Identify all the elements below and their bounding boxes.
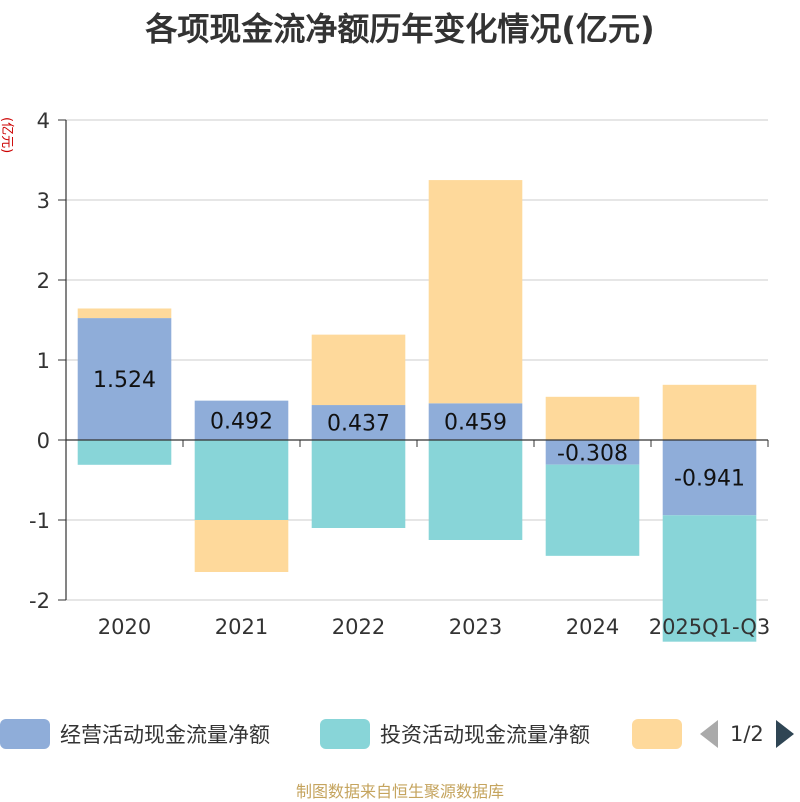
chart-title: 各项现金流净额历年变化情况(亿元)	[145, 10, 655, 48]
data-label: -0.941	[674, 467, 745, 492]
bar-segment	[311, 440, 406, 528]
bar-segment	[545, 440, 640, 465]
legend: 经营活动现金流量净额 投资活动现金流量净额 1/2	[0, 716, 800, 752]
bar-segment	[311, 334, 406, 406]
axes: -2 -1 0 1 2 3 4 (亿元) 2020 2021 2022 2023 2024 2025Q1-…	[0, 109, 770, 639]
data-label: 1.524	[93, 368, 156, 393]
bar-segment	[77, 318, 172, 440]
x-tick-label: 2022	[332, 615, 385, 639]
legend-swatch-third-series	[632, 719, 682, 749]
data-label: 0.492	[210, 409, 273, 434]
y-tick-label: 1	[37, 349, 50, 373]
bar-segment	[77, 308, 172, 319]
bar-segment	[194, 400, 289, 440]
x-tick-label: 2025Q1-Q3	[649, 615, 771, 639]
legend-item-investing[interactable]: 投资活动现金流量净额	[320, 716, 590, 752]
legend-pager: 1/2	[700, 716, 794, 752]
bar-segment	[662, 384, 757, 440]
y-axis-label: (亿元)	[0, 117, 14, 153]
legend-item-third-series[interactable]	[632, 716, 682, 752]
bar-segment	[428, 403, 523, 440]
pager-next-icon[interactable]	[775, 720, 794, 748]
data-label: -0.308	[557, 441, 628, 466]
bar-chart: -2 -1 0 1 2 3 4 (亿元) 2020 2021 2022 2023 2024 2025Q1-…	[0, 109, 770, 642]
data-label: 0.459	[444, 411, 507, 436]
grid-lines	[66, 119, 768, 601]
bar-segment	[545, 464, 640, 556]
source-note: 制图数据来自恒生聚源数据库	[295, 782, 504, 801]
legend-label-operating: 经营活动现金流量净额	[60, 723, 270, 747]
y-tick-label: -2	[29, 589, 50, 613]
bar-segment	[194, 520, 289, 572]
pager-prev-icon[interactable]	[700, 720, 718, 748]
x-tick-label: 2020	[98, 615, 151, 639]
y-tick-label: 2	[37, 269, 50, 293]
x-tick-label: 2021	[215, 615, 268, 639]
bar-segment	[428, 180, 523, 404]
bar-segment	[311, 405, 406, 440]
legend-swatch-operating	[0, 719, 50, 749]
y-tick-label: -1	[29, 509, 50, 533]
data-label: 0.437	[327, 412, 390, 437]
x-tick-label: 2023	[449, 615, 502, 639]
legend-item-operating[interactable]: 经营活动现金流量净额	[0, 716, 270, 752]
y-tick-label: 0	[37, 429, 50, 453]
legend-label-investing: 投资活动现金流量净额	[380, 723, 590, 747]
bar-segment	[428, 440, 523, 540]
bar-segment	[662, 440, 757, 516]
legend-swatch-investing	[320, 719, 370, 749]
bars	[77, 180, 757, 642]
bar-segment	[194, 440, 289, 520]
y-tick-label: 4	[37, 109, 50, 133]
pager-text: 1/2	[730, 722, 764, 746]
bar-segment	[77, 440, 172, 465]
bar-segment	[662, 515, 757, 642]
data-labels: 1.524 0.492 0.437 0.459 -0.308 -0.941	[93, 368, 745, 492]
x-tick-label: 2024	[566, 615, 619, 639]
bar-segment	[545, 396, 640, 440]
y-tick-label: 3	[37, 189, 50, 213]
